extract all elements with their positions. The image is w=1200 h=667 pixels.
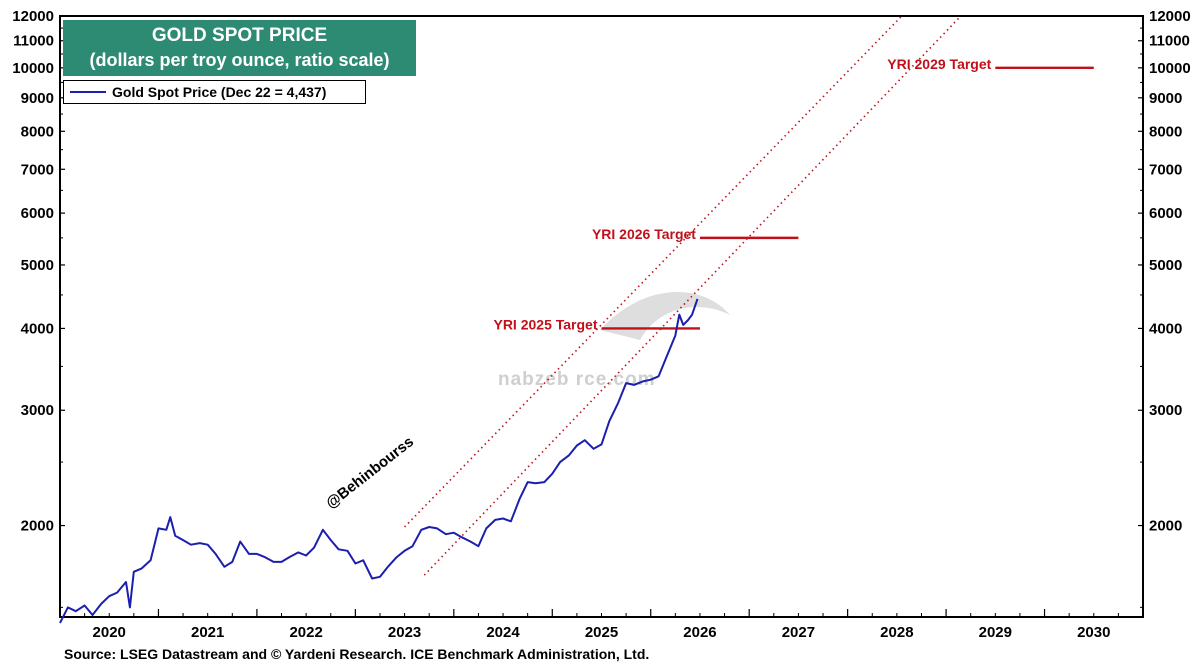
y-tick-label-left: 8000: [21, 123, 54, 140]
x-tick-label: 2021: [191, 624, 224, 641]
y-axis-left: 2000 3000 4000 5000 6000 7000 8000 9000 10000 110…: [12, 8, 65, 608]
watermark-text: nabzeb rce.com: [498, 369, 656, 390]
channel-lower-line: [423, 15, 962, 576]
annotations: @Behinbourss: [323, 433, 417, 512]
x-tick-label: 2029: [979, 624, 1012, 641]
y-tick-label-right: 5000: [1149, 257, 1182, 274]
annotation-handle: @Behinbourss: [323, 433, 417, 512]
x-tick-label: 2030: [1077, 624, 1110, 641]
source-note: Source: LSEG Datastream and © Yardeni Re…: [64, 646, 650, 662]
channel-lines: [404, 15, 962, 576]
x-tick-label: 2028: [880, 624, 913, 641]
channel-upper-line: [404, 15, 903, 528]
title-box: GOLD SPOT PRICE (dollars per troy ounce,…: [63, 20, 416, 76]
y-tick-label-left: 3000: [21, 402, 54, 419]
x-tick-label: 2027: [782, 624, 815, 641]
y-tick-label-left: 6000: [21, 205, 54, 222]
series-gold-line: [59, 298, 699, 624]
y-tick-label-left: 7000: [21, 161, 54, 178]
y-tick-label-right: 12000: [1149, 8, 1191, 25]
chart-subtitle: (dollars per troy ounce, ratio scale): [89, 50, 390, 70]
legend: Gold Spot Price (Dec 22 = 4,437): [63, 80, 366, 104]
watermark-bull-icon: [600, 292, 730, 340]
y-tick-label-left: 4000: [21, 320, 54, 337]
x-tick-label: 2020: [93, 624, 126, 641]
y-axis-right: 2000 3000 4000 5000 6000 7000 8000 9000 10000 110…: [1138, 8, 1191, 608]
target-label: YRI 2026 Target: [592, 226, 696, 242]
y-tick-label-right: 6000: [1149, 205, 1182, 222]
x-tick-label: 2026: [683, 624, 716, 641]
target-label: YRI 2029 Target: [887, 56, 991, 72]
y-tick-label-right: 7000: [1149, 161, 1182, 178]
y-tick-label-right: 3000: [1149, 402, 1182, 419]
y-tick-label-right: 9000: [1149, 90, 1182, 107]
y-tick-label-left: 9000: [21, 90, 54, 107]
legend-label: Gold Spot Price (Dec 22 = 4,437): [112, 84, 327, 100]
y-tick-label-right: 2000: [1149, 518, 1182, 535]
y-tick-label-left: 12000: [12, 8, 54, 25]
plot-border: [59, 15, 1144, 618]
target-lines: YRI 2025 Target YRI 2026 Target YRI 2029 T…: [493, 56, 1094, 332]
y-tick-label-right: 10000: [1149, 60, 1191, 77]
chart-title: GOLD SPOT PRICE: [151, 25, 328, 46]
x-tick-label: 2022: [289, 624, 322, 641]
y-tick-label-left: 11000: [13, 33, 54, 50]
y-tick-label-right: 11000: [1149, 33, 1190, 50]
y-tick-label-right: 4000: [1149, 320, 1182, 337]
y-tick-label-right: 8000: [1149, 123, 1182, 140]
gold-spot-price-line: [59, 298, 699, 624]
y-tick-label-left: 10000: [12, 60, 54, 77]
plot-frame: [59, 15, 1144, 618]
legend-swatch: [70, 91, 106, 93]
y-tick-label-left: 2000: [21, 518, 54, 535]
y-tick-label-left: 5000: [21, 257, 54, 274]
x-tick-label: 2025: [585, 624, 618, 641]
x-axis: 2020 2021 2022 2023 2024 2025 2026 2027 2028 2029…: [59, 609, 1144, 641]
x-tick-label: 2023: [388, 624, 421, 641]
x-tick-label: 2024: [486, 624, 520, 641]
target-label: YRI 2025 Target: [493, 316, 597, 332]
